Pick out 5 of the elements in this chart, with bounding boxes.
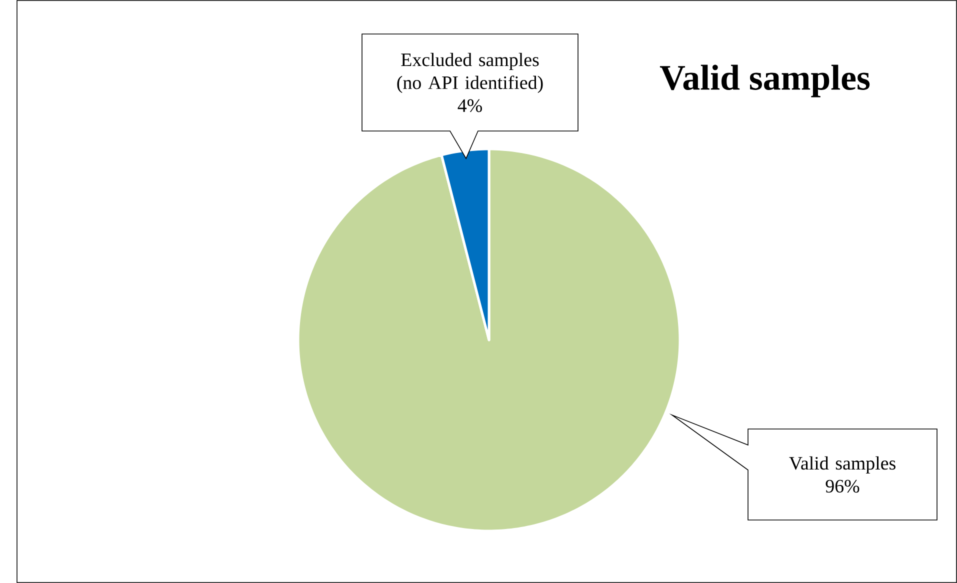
- data-label: 4%: [458, 99, 482, 112]
- data-label: 96%: [826, 480, 860, 493]
- slice-label: Valid samples: [789, 456, 896, 474]
- slice-label: Excluded samples (no API identified): [397, 52, 543, 93]
- chart-title: Valid samples: [660, 64, 870, 98]
